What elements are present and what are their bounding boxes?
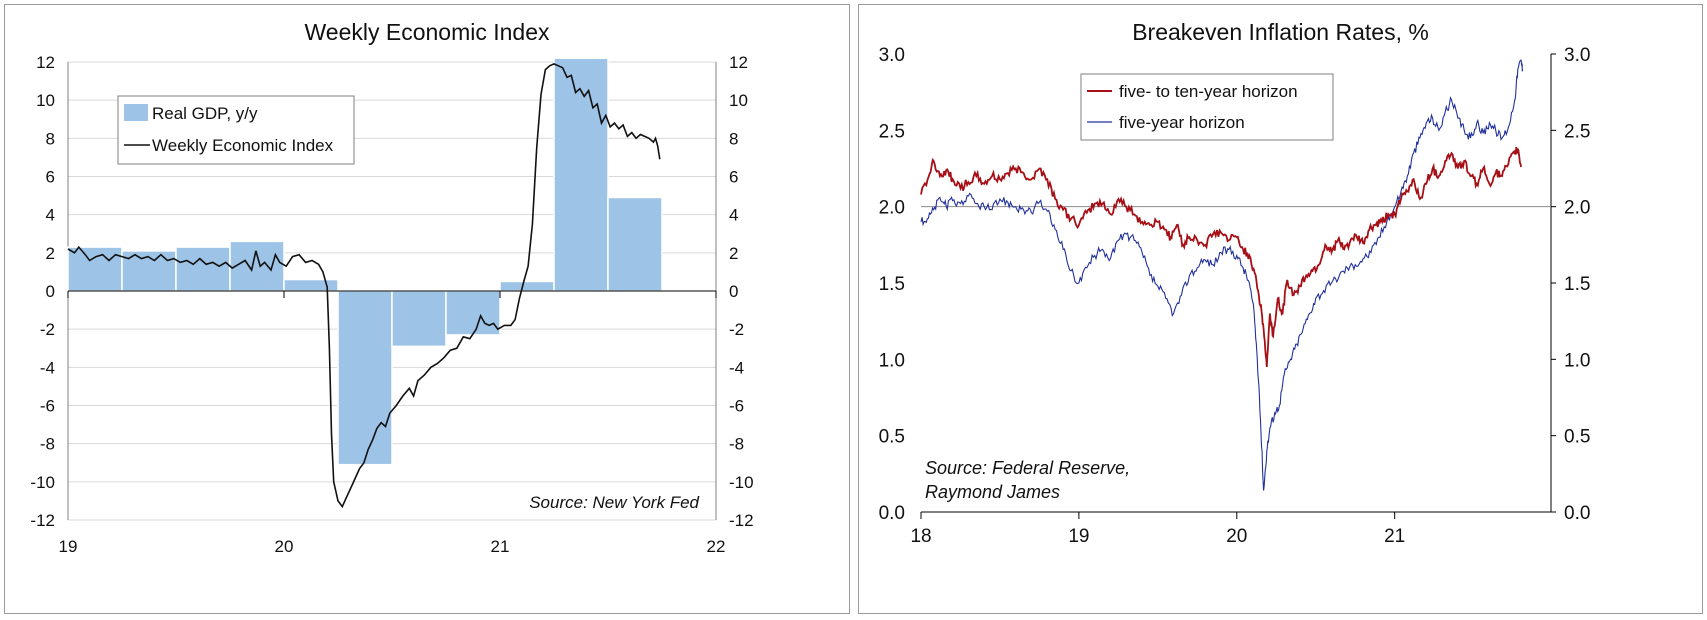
gdp-bar bbox=[391, 290, 447, 348]
x-tick-label: 20 bbox=[1226, 526, 1247, 547]
y-tick-label-right: -2 bbox=[729, 320, 744, 339]
x-tick-label: 18 bbox=[910, 526, 931, 547]
x-tick-label: 21 bbox=[1384, 526, 1405, 547]
y-tick-label-right: 10 bbox=[729, 91, 748, 110]
weekly-economic-index-panel: Weekly Economic Index 12 12 10 10 8 8 6 6 4 4 2 2 0 0… bbox=[4, 4, 850, 614]
x-tick-label: 20 bbox=[275, 537, 294, 556]
y-tick-label-right: 0.0 bbox=[1564, 503, 1590, 524]
source-note: Source: Federal Reserve, bbox=[925, 458, 1130, 478]
gdp-bar bbox=[337, 290, 393, 466]
y-tick-label-right: 2.5 bbox=[1564, 121, 1590, 142]
y-tick-label-left: 2 bbox=[46, 244, 55, 263]
source-note: Raymond James bbox=[925, 482, 1060, 502]
x-tick-label: 21 bbox=[491, 537, 510, 556]
five-year-line bbox=[920, 59, 1524, 491]
y-tick-label-right: 2.0 bbox=[1564, 198, 1590, 219]
y-tick-label-right: 2 bbox=[729, 244, 738, 263]
y-tick-label-left: 0.5 bbox=[879, 427, 905, 448]
y-tick-label-left: 1.5 bbox=[879, 274, 905, 295]
y-tick-label-right: 1.5 bbox=[1564, 274, 1590, 295]
y-tick-label-left: -12 bbox=[30, 511, 55, 530]
y-tick-label-right: 6 bbox=[729, 168, 738, 187]
legend-label-five-to-ten: five- to ten-year horizon bbox=[1119, 82, 1298, 101]
y-tick-label-left: -4 bbox=[40, 358, 55, 377]
y-tick-label-left: 4 bbox=[46, 206, 55, 225]
wei-line bbox=[67, 63, 661, 509]
x-tick-label: 19 bbox=[1068, 526, 1089, 547]
y-tick-label-right: 8 bbox=[729, 129, 738, 148]
chart-title: Weekly Economic Index bbox=[304, 19, 550, 45]
gdp-bar bbox=[553, 57, 609, 292]
y-tick-label-left: 3.0 bbox=[879, 45, 905, 66]
y-tick-label-right: -10 bbox=[729, 473, 754, 492]
y-tick-label-right: -8 bbox=[729, 435, 744, 454]
y-tick-label-right: -12 bbox=[729, 511, 754, 530]
gdp-bar bbox=[175, 246, 231, 292]
y-tick-label-left: 6 bbox=[46, 168, 55, 187]
legend: Real GDP, y/y Weekly Economic Index bbox=[117, 95, 355, 165]
legend-box bbox=[117, 95, 355, 165]
y-tick-label-right: 4 bbox=[729, 206, 738, 225]
y-tick-label-left: 2.0 bbox=[879, 198, 905, 219]
legend: five- to ten-year horizon five-year horiz… bbox=[1080, 73, 1334, 141]
breakeven-inflation-chart: 3.0 3.0 2.5 2.5 2.0 2.0 1.5 1.5 1.0 1.0 0.5 0.5 0.0 0… bbox=[879, 45, 1591, 547]
x-tick-label: 19 bbox=[59, 537, 78, 556]
y-tick-label-left: -6 bbox=[40, 397, 55, 416]
chart-title: Breakeven Inflation Rates, % bbox=[1132, 19, 1429, 45]
y-tick-label-left: 0 bbox=[46, 282, 55, 301]
y-tick-label-left: 2.5 bbox=[879, 121, 905, 142]
y-tick-label-right: 0 bbox=[729, 282, 738, 301]
y-tick-label-left: 10 bbox=[36, 91, 55, 110]
x-tick-label: 22 bbox=[707, 537, 726, 556]
legend-box bbox=[1080, 73, 1334, 141]
y-tick-label-left: -2 bbox=[40, 320, 55, 339]
gdp-bar bbox=[499, 280, 555, 292]
y-tick-label-left: 12 bbox=[36, 53, 55, 72]
y-tick-label-right: 3.0 bbox=[1564, 45, 1590, 66]
y-tick-label-right: -6 bbox=[729, 397, 744, 416]
y-tick-label-right: 12 bbox=[729, 53, 748, 72]
legend-label-gdp: Real GDP, y/y bbox=[152, 104, 258, 123]
y-tick-label-left: -10 bbox=[30, 473, 55, 492]
y-tick-label-right: 1.0 bbox=[1564, 350, 1590, 371]
legend-label-wei: Weekly Economic Index bbox=[152, 136, 334, 155]
gdp-bar bbox=[67, 246, 123, 292]
y-tick-label-left: 1.0 bbox=[879, 350, 905, 371]
gdp-bar bbox=[607, 196, 663, 292]
source-note: Source: New York Fed bbox=[529, 493, 699, 512]
five-to-ten-year-line bbox=[920, 146, 1522, 368]
breakeven-inflation-panel: Breakeven Inflation Rates, % 3.0 3.0 2.5 2.… bbox=[858, 4, 1703, 614]
legend-label-five-year: five-year horizon bbox=[1119, 113, 1245, 132]
y-tick-label-right: -4 bbox=[729, 358, 744, 377]
gdp-bar bbox=[283, 278, 339, 292]
legend-swatch-gdp bbox=[124, 104, 148, 121]
y-tick-label-left: 8 bbox=[46, 129, 55, 148]
y-tick-label-right: 0.5 bbox=[1564, 427, 1590, 448]
gdp-bar bbox=[445, 290, 501, 336]
gdp-bar bbox=[229, 240, 285, 292]
y-tick-label-left: 0.0 bbox=[879, 503, 905, 524]
y-tick-label-left: -8 bbox=[40, 435, 55, 454]
